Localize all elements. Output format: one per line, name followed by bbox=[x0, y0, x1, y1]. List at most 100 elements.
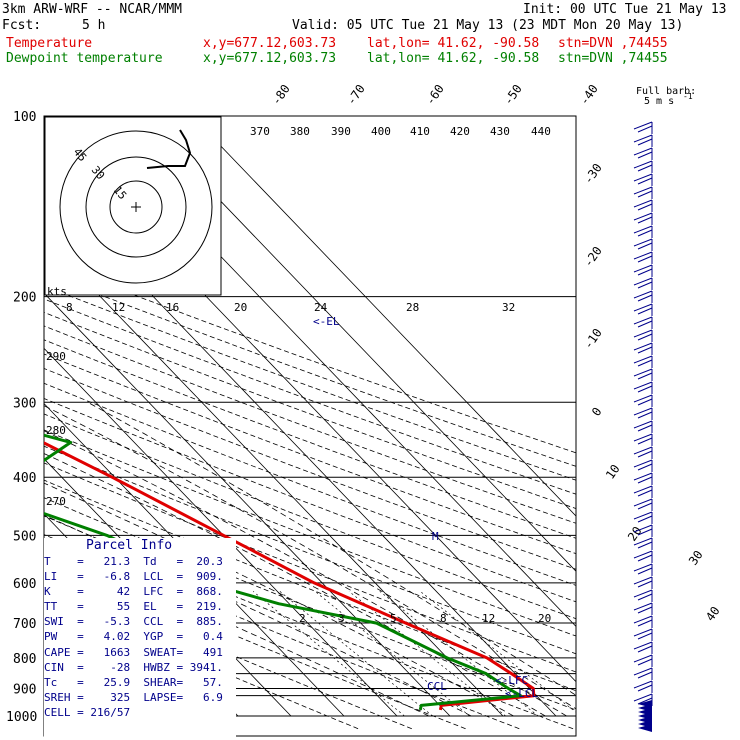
wind-barb bbox=[633, 407, 653, 416]
isotherm-label: -20 bbox=[581, 244, 605, 270]
wind-barb bbox=[633, 329, 653, 338]
isotherm-label: -70 bbox=[344, 82, 368, 108]
moist-adiabat bbox=[44, 514, 472, 717]
speed-tick-label: 12 bbox=[112, 301, 125, 314]
wind-barb bbox=[637, 385, 653, 393]
m-marker: M bbox=[432, 530, 439, 543]
pressure-tick-label: 1000 bbox=[6, 710, 37, 725]
parcel-info-right: LCL bbox=[130, 570, 177, 584]
wind-barb bbox=[637, 125, 653, 133]
parcel-info-left-value: = 4.02 bbox=[70, 630, 131, 644]
temp-legend-stn: stn=DVN ,74455 bbox=[558, 36, 668, 51]
wind-barb bbox=[637, 489, 653, 497]
wind-barb bbox=[633, 394, 653, 403]
dry-adiabat bbox=[44, 429, 576, 637]
wind-barb bbox=[633, 693, 653, 702]
wind-barb bbox=[637, 554, 653, 562]
parcel-info-left-value: = 325 bbox=[70, 690, 131, 704]
wind-barb bbox=[633, 277, 653, 286]
isotherm-label: -50 bbox=[501, 82, 525, 108]
parcel-info-right-value: = 20.3 bbox=[176, 555, 223, 568]
dew-legend-latlon: lat,lon= 41.62, -90.58 bbox=[367, 51, 540, 66]
wind-barb bbox=[637, 541, 653, 549]
parcel-info-left-value: = -28 bbox=[70, 660, 131, 674]
wind-barb bbox=[637, 281, 653, 289]
parcel-info-right-value: = 57. bbox=[176, 675, 223, 689]
parcel-info-right-value: = 491 bbox=[176, 645, 223, 659]
hodograph-box bbox=[44, 116, 222, 296]
parcel-info-right: HWBZ bbox=[130, 660, 177, 674]
isotherm-label: -30 bbox=[581, 161, 605, 187]
wind-barb bbox=[633, 498, 653, 507]
mixing-ratio-label: 8 bbox=[440, 612, 447, 625]
wind-barb bbox=[637, 138, 653, 146]
mixing-ratio-line bbox=[314, 591, 470, 717]
wind-barb bbox=[637, 424, 653, 432]
wind-barb bbox=[633, 212, 653, 221]
wind-barb bbox=[633, 654, 653, 663]
theta-label: 370 bbox=[250, 125, 270, 138]
parcel-info-left: PW bbox=[44, 630, 71, 644]
theta-label: 270 bbox=[46, 495, 66, 508]
model-title: 3km ARW-WRF -- NCAR/MMM bbox=[2, 2, 183, 17]
isotherm-label: 40 bbox=[703, 604, 723, 624]
parcel-info-row: SWI = -5.3 CCL = 885. bbox=[44, 614, 236, 629]
temp-legend-latlon: lat,lon= 41.62, -90.58 bbox=[367, 36, 540, 51]
mixing-ratio-label: 20 bbox=[538, 612, 551, 625]
theta-label: 390 bbox=[331, 125, 351, 138]
wind-barb bbox=[637, 398, 653, 406]
parcel-info-right: LFC bbox=[130, 585, 177, 599]
parcel-info-left: K bbox=[44, 585, 71, 599]
isotherm-label: -60 bbox=[423, 82, 447, 108]
dry-adiabat bbox=[44, 479, 576, 692]
wind-barb bbox=[637, 437, 653, 445]
wind-barb bbox=[637, 645, 653, 653]
moist-adiabat bbox=[87, 401, 576, 696]
wind-barb bbox=[637, 502, 653, 510]
barb-legend-line2: 5 m s bbox=[644, 96, 674, 107]
isotherm-label: 10 bbox=[603, 462, 623, 482]
speed-tick-label: 8 bbox=[66, 301, 73, 314]
dry-adiabat bbox=[44, 573, 412, 730]
dew-legend-coords: x,y=677.12,603.73 bbox=[203, 51, 337, 66]
hodograph-ring bbox=[85, 156, 187, 258]
barb-legend-exp: -1 bbox=[683, 92, 693, 101]
wind-barb bbox=[633, 433, 653, 442]
wind-barb bbox=[637, 255, 653, 263]
wind-barb bbox=[633, 446, 653, 455]
wind-barb bbox=[637, 177, 653, 185]
hodograph-ring bbox=[109, 180, 163, 234]
parcel-info-left: LI bbox=[44, 570, 71, 584]
pressure-tick-label: 600 bbox=[13, 577, 36, 592]
isotherm-line bbox=[138, 116, 576, 572]
wind-barb bbox=[633, 225, 653, 234]
wind-barb bbox=[633, 342, 653, 351]
parcel-info-right: SHEAR bbox=[130, 675, 177, 689]
wind-barb bbox=[633, 576, 653, 585]
pressure-tick-label: 900 bbox=[13, 683, 36, 698]
parcel-info-right-value: = 868. bbox=[176, 585, 223, 599]
parcel-info-panel: Parcel Info T = 21.3 Td = 20.3 LI = -6.8 … bbox=[44, 538, 236, 738]
wind-barb bbox=[633, 368, 653, 377]
wind-barb bbox=[637, 372, 653, 380]
wind-barb bbox=[637, 229, 653, 237]
wind-barb bbox=[637, 697, 653, 705]
wind-barb bbox=[633, 316, 653, 325]
wind-barb bbox=[633, 264, 653, 273]
wind-barb bbox=[633, 290, 653, 299]
ccl-marker: CCL bbox=[427, 680, 447, 693]
hodograph-ring bbox=[59, 130, 213, 284]
dew-legend-stn: stn=DVN ,74455 bbox=[558, 51, 668, 66]
parcel-info-row: TT = 55 EL = 219. bbox=[44, 599, 236, 614]
parcel-info-left: T bbox=[44, 555, 71, 568]
theta-label: 380 bbox=[290, 125, 310, 138]
isotherm-line bbox=[191, 116, 576, 517]
wind-barb bbox=[637, 203, 653, 211]
pressure-tick-label: 700 bbox=[13, 617, 36, 632]
parcel-info-right: SWEAT bbox=[130, 645, 177, 659]
isotherm-line bbox=[44, 347, 398, 717]
wind-barb bbox=[633, 550, 653, 559]
moist-adiabat bbox=[44, 540, 429, 717]
valid-time: Valid: 05 UTC Tue 21 May 13 (23 MDT Mon … bbox=[292, 18, 684, 33]
moist-adiabat bbox=[44, 482, 514, 717]
